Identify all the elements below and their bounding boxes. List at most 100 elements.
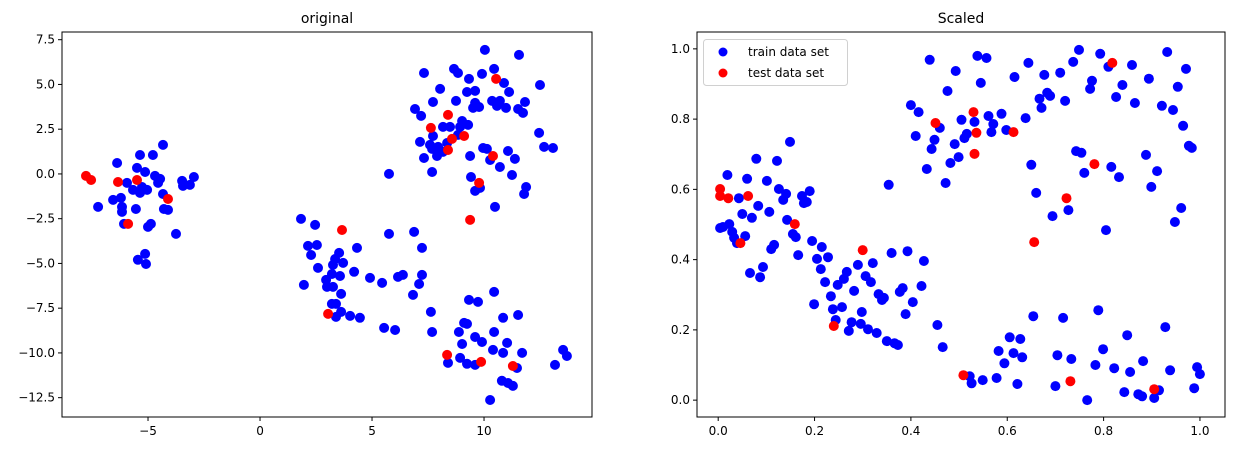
train-point [1074, 44, 1084, 55]
train-point [849, 285, 860, 296]
train-point [766, 244, 777, 255]
test-point [723, 193, 734, 204]
train-point [790, 232, 801, 243]
train-point [427, 327, 438, 337]
test-point [1061, 193, 1072, 204]
x-tick-label: 0.0 [709, 424, 728, 438]
train-point [435, 83, 446, 94]
train-point [755, 272, 766, 283]
scaled-axes-frame [696, 31, 1226, 418]
train-point [722, 170, 733, 180]
train-point [988, 119, 999, 129]
train-point [115, 192, 126, 203]
train-point [981, 53, 992, 63]
train-point [415, 136, 425, 147]
train-point [428, 97, 438, 107]
train-point [1023, 57, 1034, 68]
train-point [918, 256, 929, 266]
train-point [303, 240, 313, 251]
train-point [1111, 92, 1122, 102]
y-tick-label: 1.0 [671, 42, 690, 56]
train-point [135, 150, 145, 160]
train-point [462, 318, 472, 329]
x-tick-label: 0.8 [1094, 424, 1113, 438]
train-point [457, 339, 468, 349]
train-point [983, 111, 994, 121]
train-point [1114, 172, 1124, 183]
train-point [812, 253, 822, 264]
train-point [1031, 187, 1042, 198]
train-point [470, 85, 481, 96]
y-tick-label: 7.5 [36, 33, 55, 47]
train-point [414, 279, 425, 289]
train-point [1004, 332, 1015, 343]
y-tick-label: 0.8 [671, 112, 690, 126]
test-point [425, 122, 436, 133]
train-point [132, 162, 142, 173]
train-point [966, 378, 977, 389]
train-point [122, 177, 132, 188]
train-point [384, 168, 394, 179]
train-point [1082, 395, 1093, 406]
train-point [871, 328, 882, 338]
train-point [892, 340, 903, 350]
y-tick-label: 0.2 [671, 323, 690, 337]
train-point [517, 347, 528, 358]
train-point [1169, 217, 1180, 227]
train-point [331, 298, 341, 309]
x-tick-label: 1.0 [1190, 424, 1209, 438]
train-point [1050, 381, 1061, 392]
train-point [1101, 225, 1111, 236]
train-point [1028, 311, 1039, 322]
train-point [474, 102, 485, 112]
test-point [132, 175, 142, 185]
test-point [1149, 384, 1160, 395]
train-point [470, 332, 481, 342]
train-point [949, 139, 960, 150]
train-point [761, 175, 772, 186]
train-point [863, 324, 873, 335]
train-point [502, 337, 513, 348]
train-point [1020, 113, 1031, 124]
train-point [477, 68, 487, 79]
train-point [1060, 95, 1071, 106]
legend-marker-test [718, 68, 728, 78]
train-point [1106, 161, 1117, 172]
train-point [1178, 120, 1189, 131]
train-point [827, 304, 838, 315]
test-point [465, 214, 476, 225]
train-point [153, 177, 164, 188]
train-point [417, 242, 427, 253]
train-point [753, 200, 764, 211]
test-point [857, 245, 868, 256]
train-point [772, 155, 782, 166]
train-point [900, 309, 911, 320]
train-point [865, 277, 876, 288]
train-point [499, 78, 509, 88]
subplot-title-scaled: Scaled [938, 11, 985, 27]
train-point [991, 373, 1002, 383]
train-point [820, 277, 831, 288]
subplot-title-original: original [301, 11, 353, 27]
test-point [1065, 376, 1076, 387]
train-point [1090, 360, 1101, 370]
train-point [1058, 312, 1069, 323]
train-point [1162, 47, 1173, 57]
test-point [447, 133, 457, 144]
train-point [1008, 348, 1019, 359]
train-point [384, 228, 394, 239]
train-point [1165, 365, 1176, 376]
train-point [130, 204, 141, 214]
train-point [534, 127, 545, 138]
train-point [349, 266, 360, 277]
train-point [455, 121, 466, 132]
train-point [1066, 354, 1077, 364]
train-point [846, 317, 857, 328]
train-point [937, 342, 948, 353]
train-point [490, 201, 500, 212]
train-point [390, 325, 401, 335]
train-point [867, 258, 878, 269]
train-point [488, 344, 498, 355]
train-point [466, 172, 476, 182]
